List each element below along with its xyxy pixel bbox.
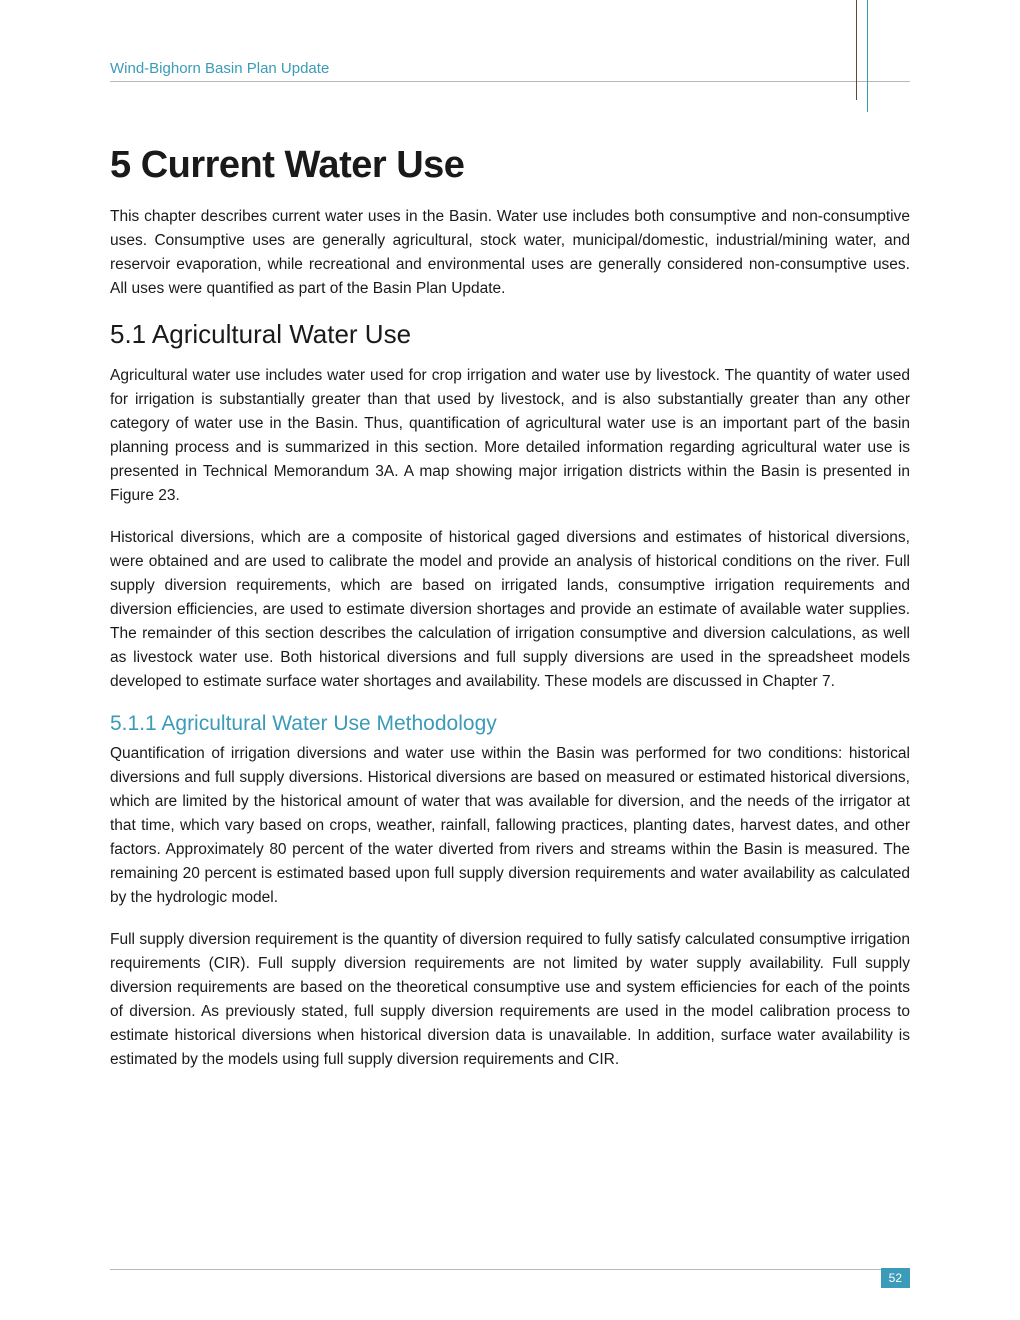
chapter-title: 5 Current Water Use — [110, 144, 910, 187]
subsection-para-1: Quantification of irrigation diversions … — [110, 742, 910, 910]
page-header: Wind-Bighorn Basin Plan Update — [110, 60, 910, 77]
section-para-2: Historical diversions, which are a compo… — [110, 526, 910, 694]
footer-rule — [110, 1269, 910, 1270]
subsection-heading: 5.1.1 Agricultural Water Use Methodology — [110, 712, 910, 736]
subsection-para-2: Full supply diversion requirement is the… — [110, 928, 910, 1072]
decorative-vline-inner — [856, 0, 857, 100]
chapter-intro: This chapter describes current water use… — [110, 205, 910, 301]
decorative-vline-outer — [867, 0, 868, 112]
page-number: 52 — [881, 1268, 910, 1288]
header-rule — [110, 81, 910, 82]
section-para-1: Agricultural water use includes water us… — [110, 364, 910, 508]
section-heading: 5.1 Agricultural Water Use — [110, 319, 910, 350]
